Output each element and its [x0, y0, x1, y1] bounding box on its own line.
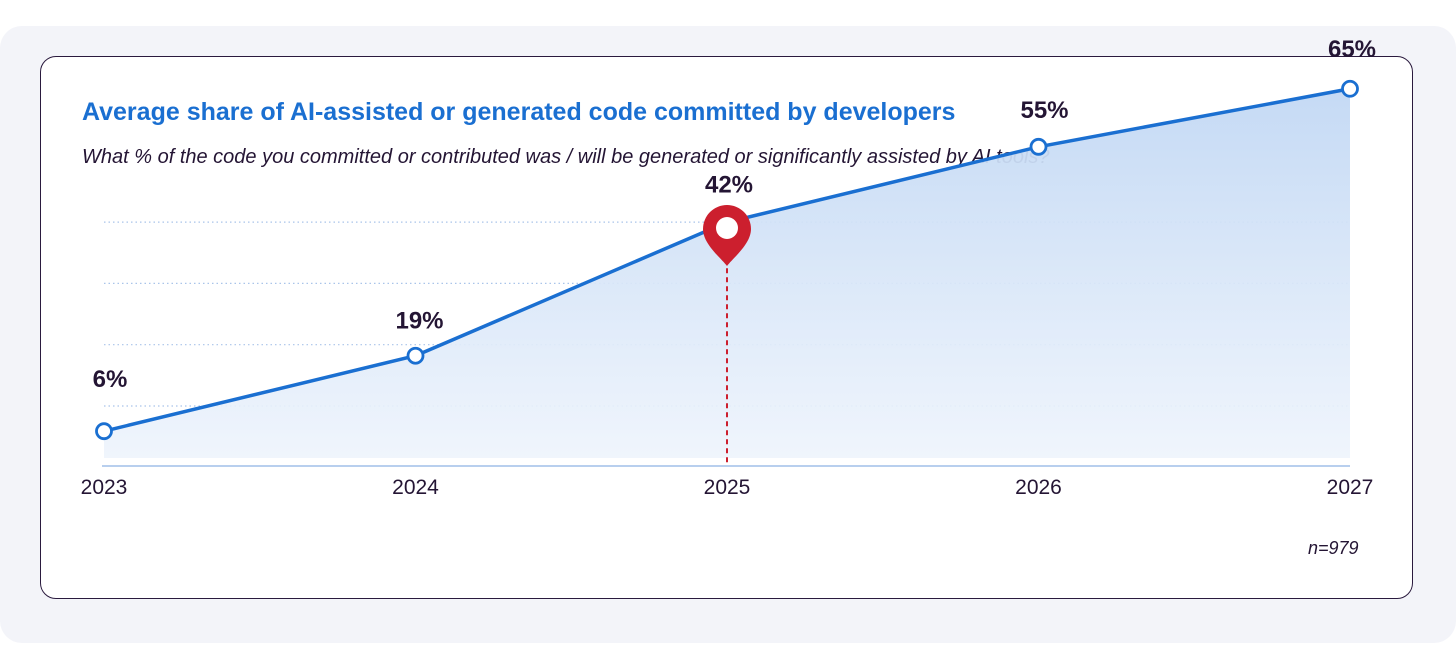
data-label-2027: 65%	[1328, 36, 1376, 63]
chart-subtitle: What % of the code you committed or cont…	[82, 146, 1050, 168]
x-tick-label-2023: 2023	[81, 476, 128, 499]
data-point-2026	[1029, 137, 1048, 156]
data-point-2023	[95, 422, 113, 441]
chart-title: Average share of AI-assisted or generate…	[82, 98, 956, 126]
x-tick-label-2024: 2024	[392, 476, 439, 499]
location-pin-icon	[703, 205, 751, 266]
location-pin-hole	[716, 217, 738, 239]
data-label-2026: 55%	[1020, 97, 1068, 124]
data-label-2024: 19%	[395, 308, 443, 335]
data-label-2023: 6%	[93, 366, 128, 393]
x-tick-label-2026: 2026	[1015, 476, 1062, 499]
data-label-2025: 42%	[705, 171, 753, 198]
data-point-2024	[406, 346, 425, 365]
area-fill	[104, 88, 1350, 459]
sample-size: n=979	[1308, 538, 1359, 558]
data-point-2027	[1341, 79, 1359, 98]
x-tick-label-2027: 2027	[1327, 476, 1374, 499]
x-tick-label-2025: 2025	[704, 476, 751, 499]
